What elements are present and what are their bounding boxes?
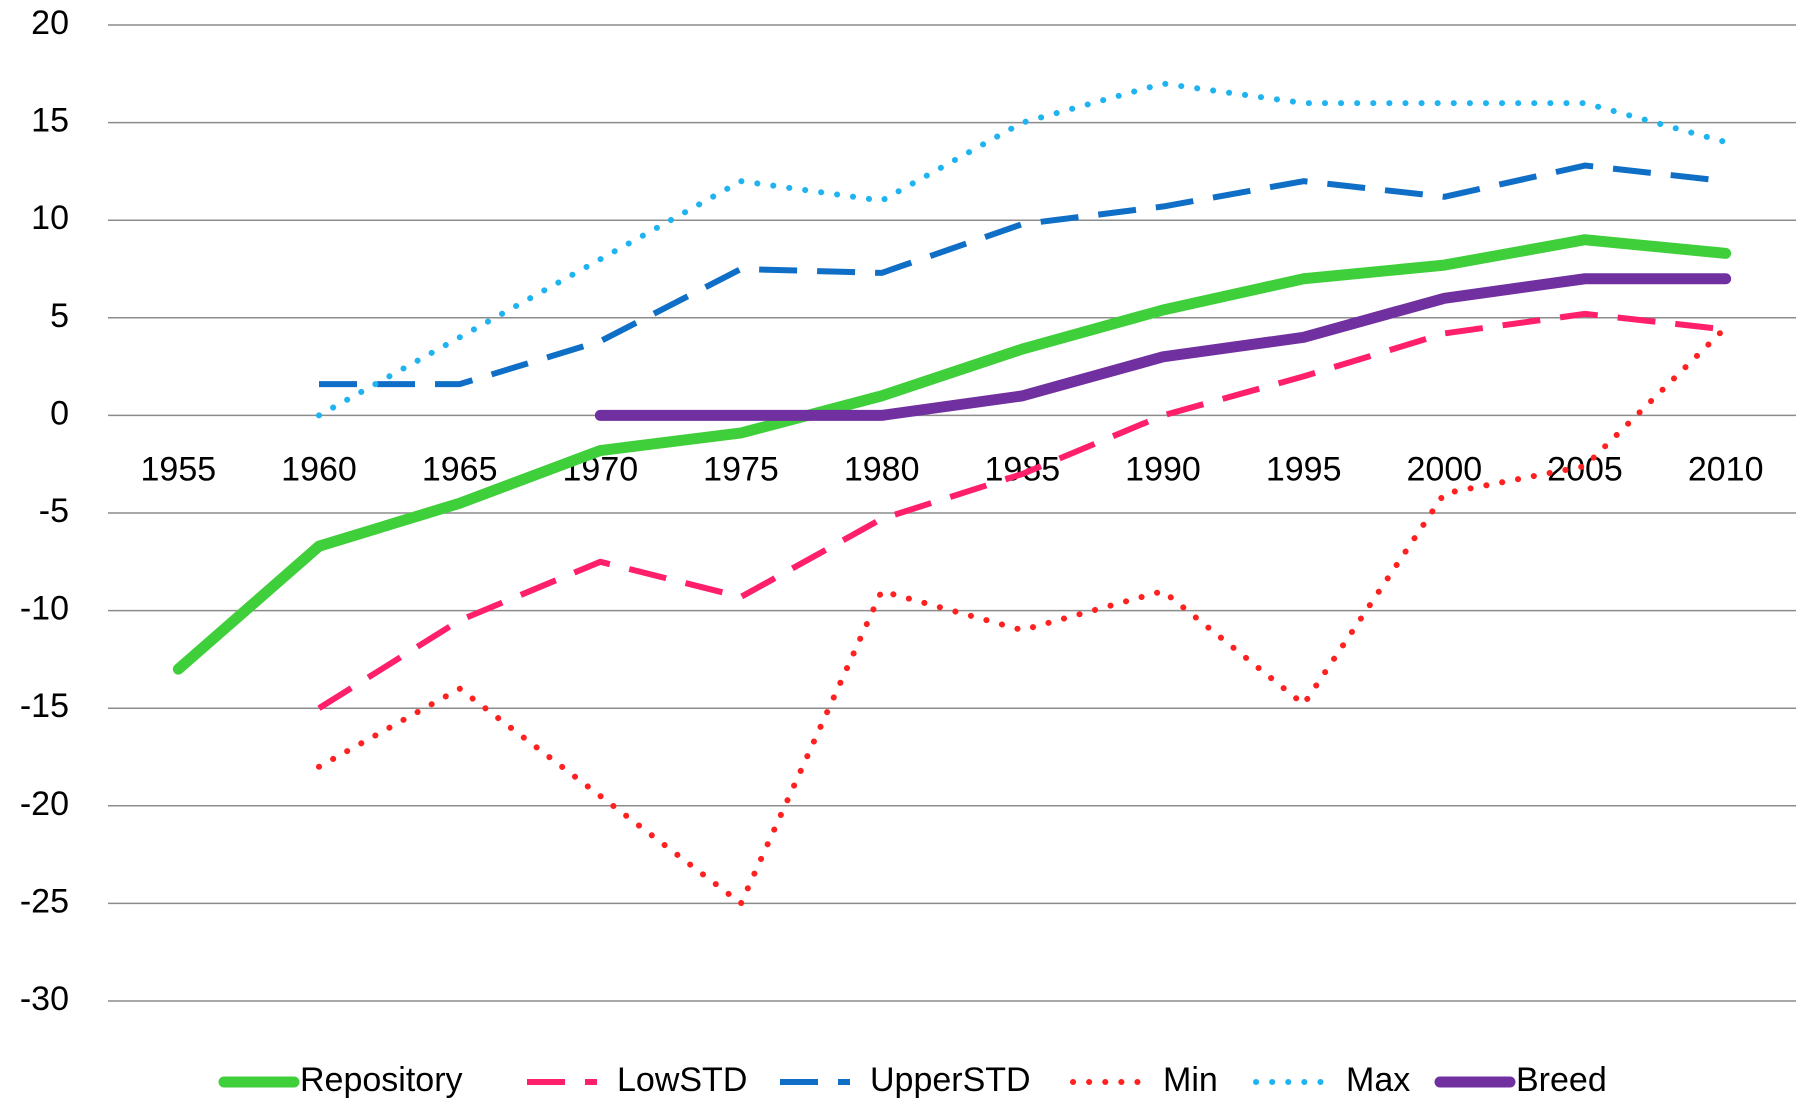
y-tick-label: 0: [50, 394, 69, 432]
x-tick-label: 1965: [422, 450, 498, 488]
x-tick-label: 1980: [844, 450, 920, 488]
x-tick-label: 1990: [1125, 450, 1201, 488]
y-tick-label: 5: [50, 297, 69, 335]
x-tick-label: 1995: [1266, 450, 1342, 488]
y-tick-label: 20: [31, 4, 69, 42]
legend-label: LowSTD: [617, 1061, 747, 1099]
y-tick-label: -10: [20, 590, 69, 628]
y-tick-label: -25: [20, 882, 69, 920]
legend-label: Min: [1163, 1061, 1218, 1099]
series-line: [316, 324, 1729, 907]
x-tick-label: 1955: [141, 450, 217, 488]
series-line: [319, 162, 1727, 388]
y-tick-label: -30: [20, 980, 69, 1018]
x-tick-label: 2000: [1407, 450, 1483, 488]
legend-label: Max: [1346, 1061, 1410, 1099]
x-tick-label: 1985: [985, 450, 1061, 488]
series-line: [172, 234, 1732, 675]
x-tick-label: 2010: [1688, 450, 1764, 488]
y-tick-label: -20: [20, 785, 69, 823]
series-line: [317, 310, 1727, 711]
x-tick-label: 1960: [281, 450, 357, 488]
legend-label: Breed: [1516, 1061, 1607, 1099]
y-tick-label: -15: [20, 687, 69, 725]
y-tick-label: 10: [31, 199, 69, 237]
x-tick-label: 1975: [703, 450, 779, 488]
legend-label: UpperSTD: [870, 1061, 1031, 1099]
y-tick-label: -5: [39, 492, 69, 530]
legend-label: Repository: [300, 1061, 463, 1099]
x-tick-label: 2005: [1547, 450, 1623, 488]
series-line: [594, 273, 1732, 421]
y-tick-label: 15: [31, 102, 69, 140]
